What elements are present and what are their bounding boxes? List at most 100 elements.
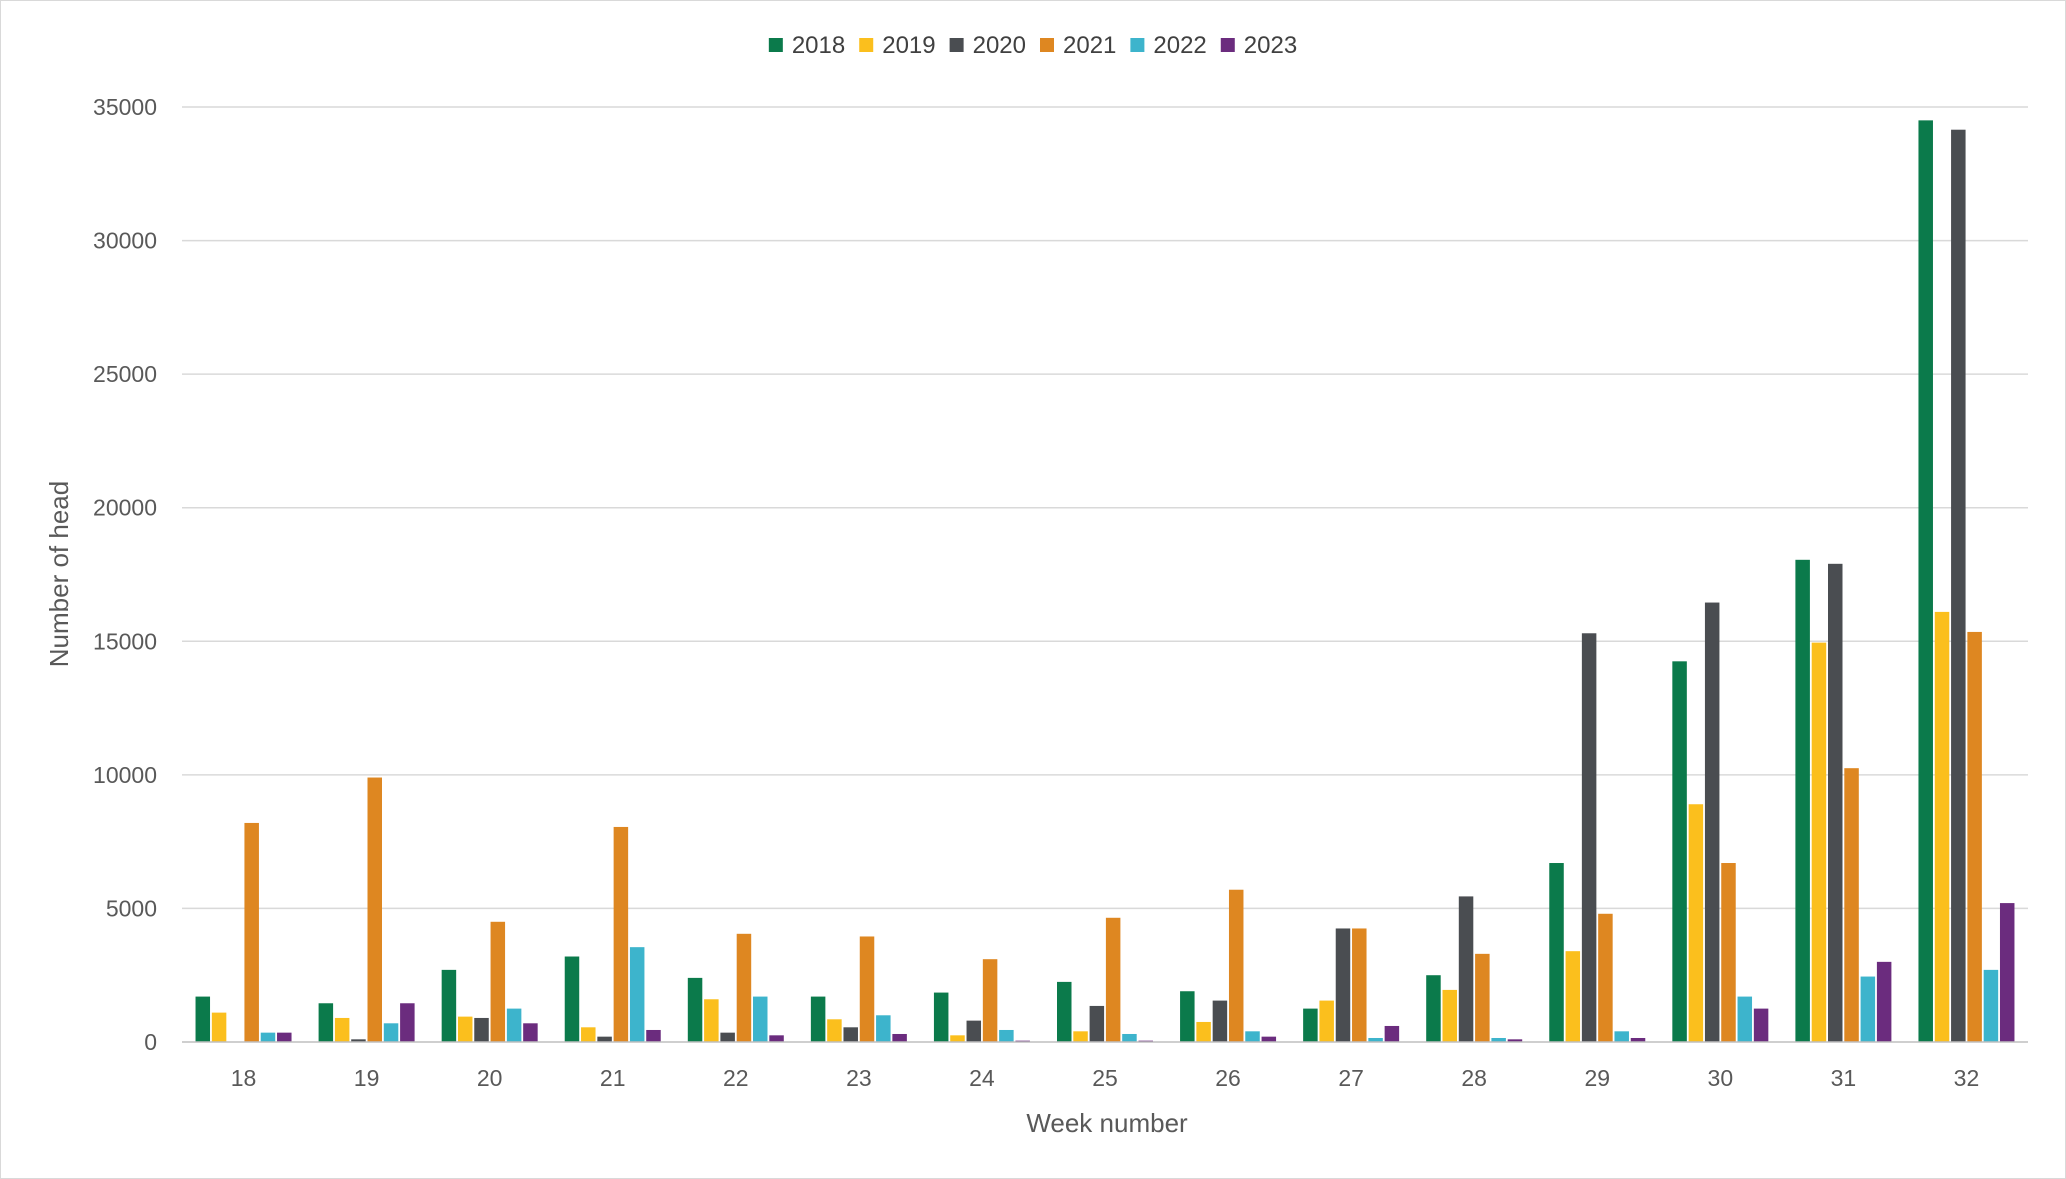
bar-2018-week-31 [1795,559,1810,1042]
bar-2021-week-25 [1105,917,1121,1042]
legend-label: 2019 [882,32,935,59]
bar-2020-week-32 [1951,129,1966,1042]
bar-2021-week-18 [244,822,259,1042]
bar-2019-week-29 [1565,951,1581,1042]
bar-2021-week-30 [1721,863,1736,1042]
bar-2021-week-31 [1844,768,1859,1042]
bar-2018-week-25 [1057,981,1072,1042]
bar-2020-week-19 [351,1039,366,1042]
bar-2020-week-20 [474,1017,489,1042]
bar-2022-week-31 [1860,976,1876,1042]
bar-2021-week-24 [982,959,998,1042]
bar-2023-week-28 [1507,1039,1523,1042]
x-tick-label: 25 [1092,1065,1118,1091]
bar-2022-week-20 [506,1008,522,1042]
bar-2018-week-19 [318,1003,334,1042]
legend-item-2021: 2021 [1040,32,1116,59]
bar-2022-week-22 [753,996,768,1042]
bar-2021-week-27 [1352,928,1367,1042]
y-tick-label: 20000 [93,495,157,521]
bar-2020-week-31 [1828,563,1843,1042]
bar-2020-week-29 [1581,633,1597,1042]
legend-label: 2018 [792,32,845,59]
bar-2022-week-21 [629,947,645,1042]
x-tick-label: 32 [1954,1065,1980,1091]
bar-2022-week-25 [1122,1033,1137,1042]
bar-2019-week-19 [334,1017,350,1042]
y-tick-label: 0 [144,1029,157,1055]
legend-item-2018: 2018 [768,32,845,59]
x-tick-label: 20 [477,1065,503,1091]
bar-2019-week-20 [457,1016,473,1042]
bar-2021-week-28 [1475,953,1490,1042]
bar-2018-week-23 [810,996,826,1042]
bar-2022-week-26 [1245,1031,1260,1042]
bar-2020-week-27 [1335,928,1351,1042]
bar-2020-week-25 [1089,1005,1105,1042]
bar-2022-week-18 [260,1032,276,1042]
legend-label: 2023 [1244,32,1297,59]
x-tick-label: 19 [354,1065,380,1091]
legend-swatch [859,38,874,52]
bar-2021-week-21 [613,826,629,1042]
bar-2020-week-21 [597,1036,612,1042]
bar-2023-week-31 [1876,961,1892,1042]
bar-2023-week-32 [1999,903,2015,1042]
bar-2020-week-24 [966,1020,982,1042]
bar-2019-week-25 [1073,1031,1088,1042]
bar-2023-week-30 [1753,1008,1769,1042]
x-tick-label: 26 [1215,1065,1241,1091]
bar-2020-week-22 [720,1032,735,1042]
bar-2019-week-26 [1196,1021,1211,1042]
bar-2019-week-30 [1688,804,1704,1042]
y-tick-label: 10000 [93,762,157,788]
bar-2022-week-28 [1491,1037,1506,1042]
x-axis-title: Week number [1026,1108,1188,1138]
legend-swatch [1130,38,1145,52]
bar-2018-week-24 [933,992,949,1042]
bar-2018-week-22 [687,977,703,1042]
y-tick-label: 5000 [106,895,157,921]
bar-2019-week-18 [211,1012,227,1042]
bar-2021-week-23 [859,936,875,1042]
bar-2023-week-21 [646,1029,661,1042]
bar-2021-week-20 [490,921,506,1042]
legend-swatch [768,38,783,52]
bar-2023-week-22 [769,1035,784,1042]
legend-item-2019: 2019 [859,32,936,59]
bar-2020-week-30 [1704,602,1720,1042]
legend-item-2022: 2022 [1130,32,1207,59]
bar-2021-week-22 [736,933,752,1042]
y-axis-title: Number of head [44,481,74,667]
bar-2023-week-18 [277,1032,292,1042]
x-tick-label: 24 [969,1065,995,1091]
bar-2018-week-28 [1426,975,1441,1042]
bar-2018-week-18 [195,996,211,1042]
bar-2018-week-27 [1303,1008,1318,1042]
bar-2022-week-19 [383,1023,399,1042]
y-tick-label: 25000 [93,361,157,387]
bar-2023-week-29 [1630,1037,1646,1042]
bar-2018-week-32 [1918,120,1933,1043]
bar-2023-week-27 [1384,1025,1400,1042]
x-tick-label: 29 [1584,1065,1610,1091]
bar-2019-week-31 [1811,642,1827,1042]
bar-2022-week-23 [876,1015,891,1042]
bar-2019-week-32 [1934,611,1950,1042]
legend-item-2023: 2023 [1220,32,1297,59]
bar-2021-week-32 [1967,631,1982,1042]
bar-2022-week-32 [1983,969,1999,1042]
x-tick-label: 22 [723,1065,749,1091]
bar-2018-week-29 [1549,863,1564,1042]
x-tick-label: 21 [600,1065,626,1091]
bar-2018-week-30 [1672,661,1687,1042]
bar-2019-week-28 [1442,989,1457,1042]
legend: 2018 2019 2020 2021 2022 2023 [768,32,1297,59]
legend-swatch [1040,38,1054,52]
legend-swatch [1220,38,1235,52]
bar-2022-week-29 [1614,1031,1629,1042]
bar-2020-week-28 [1458,896,1474,1042]
legend-label: 2021 [1063,32,1116,59]
